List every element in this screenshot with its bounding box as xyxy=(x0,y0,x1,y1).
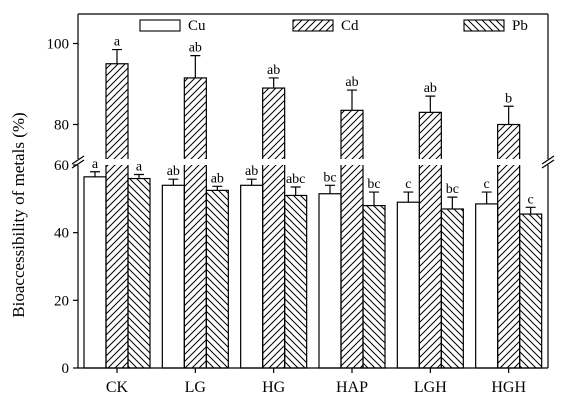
x-tick-lgh: LGH xyxy=(414,379,447,396)
axis-break-right xyxy=(541,155,555,169)
sig-label-cd-hgh: b xyxy=(505,91,512,106)
legend: Cu Cd Pb xyxy=(139,18,528,34)
bar-pb-hap xyxy=(362,205,386,369)
bar-cd-hgh-lower xyxy=(497,165,521,369)
x-tick-hgh: HGH xyxy=(491,379,526,396)
y-axis-label: Bioaccessibility of metals (%) xyxy=(9,112,28,317)
lower-panel xyxy=(83,165,543,369)
y-tick-80: 80 xyxy=(54,118,69,134)
axis-break-left xyxy=(71,155,85,169)
bar-pb-lgh xyxy=(440,208,464,369)
bar-pb-ck xyxy=(127,177,151,369)
error-bar-pb-lg xyxy=(212,185,223,191)
sig-label-cu-hg: ab xyxy=(245,164,258,179)
error-bar-pb-lgh xyxy=(447,196,458,209)
bar-cd-lgh-lower xyxy=(418,165,442,369)
sig-label-cu-hap: bc xyxy=(323,170,336,185)
legend-label-cu: Cu xyxy=(188,18,206,34)
bar-cu-lg xyxy=(161,184,185,369)
error-bar-cu-hg xyxy=(246,178,257,186)
sig-label-pb-hg: abc xyxy=(286,172,305,187)
bar-pb-hg xyxy=(284,194,308,369)
y-tick-60: 60 xyxy=(54,158,69,174)
sig-label-cu-lgh: c xyxy=(405,177,411,192)
sig-label-cu-lg: ab xyxy=(167,164,180,179)
sig-label-cu-hgh: c xyxy=(484,177,490,192)
axes xyxy=(71,13,555,373)
error-bar-pb-ck xyxy=(134,173,144,179)
error-bar-cu-lg xyxy=(168,178,179,186)
sig-label-pb-hgh: c xyxy=(528,192,534,207)
error-bar-cd-hgh xyxy=(503,105,514,125)
sig-label-pb-lg: ab xyxy=(211,171,224,186)
tick-labels: CK LG HG HAP LGH HGH 0 20 40 60 80 100 xyxy=(47,37,527,397)
error-bar-cd-ck xyxy=(112,48,122,64)
x-tick-hap: HAP xyxy=(336,379,368,396)
upper-panel xyxy=(105,48,521,159)
bar-cd-ck xyxy=(105,63,129,159)
bar-cu-lgh xyxy=(396,201,420,369)
bar-cd-lg-lower xyxy=(183,165,207,369)
error-bar-pb-hg xyxy=(290,186,301,196)
bar-pb-hgh xyxy=(519,213,543,369)
bar-cd-hgh xyxy=(497,123,521,159)
error-bar-cu-hgh xyxy=(481,191,492,204)
bar-cu-hap xyxy=(318,193,342,369)
legend-swatch-pb xyxy=(463,19,505,32)
sig-label-cd-ck: a xyxy=(114,35,121,50)
y-tick-100: 100 xyxy=(47,37,70,53)
bar-cd-ck-lower xyxy=(105,165,129,369)
error-bar-pb-hgh xyxy=(525,206,536,215)
error-bar-cd-lgh xyxy=(425,95,436,113)
x-tick-lg: LG xyxy=(185,379,207,396)
bar-cd-hg xyxy=(262,87,286,159)
bar-cd-lg xyxy=(183,77,207,159)
error-bar-pb-hap xyxy=(369,191,379,206)
error-bar-cd-hg xyxy=(268,77,279,89)
bar-pb-lg xyxy=(205,189,229,369)
error-bar-cd-hap xyxy=(347,89,357,111)
y-tick-20: 20 xyxy=(54,293,69,309)
sig-label-pb-hap: bc xyxy=(367,177,380,192)
bar-cu-ck xyxy=(83,176,107,369)
x-tick-hg: HG xyxy=(262,379,286,396)
legend-label-cd: Cd xyxy=(341,18,359,34)
bar-cd-hap-lower xyxy=(340,165,364,369)
y-tick-0: 0 xyxy=(62,361,70,377)
legend-swatch-cu xyxy=(139,19,181,32)
bar-cd-lgh xyxy=(418,111,442,159)
sig-label-cd-hg: ab xyxy=(267,63,280,78)
error-bar-cd-lg xyxy=(190,55,201,78)
error-bar-cu-lgh xyxy=(403,191,414,203)
sig-label-cd-lgh: ab xyxy=(424,81,437,96)
sig-label-pb-ck: a xyxy=(136,159,143,174)
legend-label-pb: Pb xyxy=(512,18,528,34)
sig-label-cd-lg: ab xyxy=(189,41,202,56)
y-tick-40: 40 xyxy=(54,226,69,242)
legend-swatch-cd xyxy=(292,19,334,32)
bar-cu-hgh xyxy=(475,203,499,369)
sig-label-cu-ck: a xyxy=(92,157,99,172)
x-tick-ck: CK xyxy=(106,379,129,396)
bar-cu-hg xyxy=(240,184,264,369)
error-bar-cu-ck xyxy=(90,171,100,177)
error-bar-cu-hap xyxy=(325,184,335,194)
bar-cd-hg-lower xyxy=(262,165,286,369)
sig-label-cd-hap: ab xyxy=(345,75,358,90)
bar-cd-hap xyxy=(340,109,364,159)
sig-label-pb-lgh: bc xyxy=(446,182,459,197)
